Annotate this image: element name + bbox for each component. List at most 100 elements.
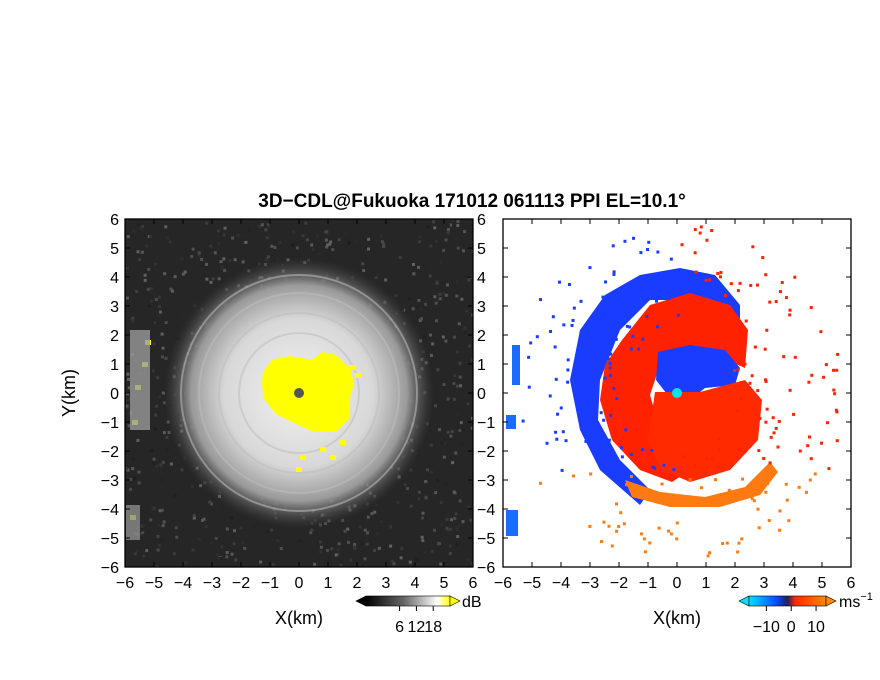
noise-pixel xyxy=(467,341,471,345)
noise-pixel xyxy=(366,247,370,251)
noise-pixel xyxy=(273,246,277,250)
noise-pixel xyxy=(347,241,351,245)
noise-pixel xyxy=(149,287,153,291)
velocity-speckle xyxy=(545,441,549,445)
y-tick-label-right: 1 xyxy=(477,357,486,374)
velocity-speckle xyxy=(793,355,797,359)
velocity-speckle xyxy=(738,324,742,328)
noise-pixel xyxy=(331,248,335,252)
noise-pixel xyxy=(147,268,151,272)
velocity-speckle xyxy=(693,464,697,468)
velocity-speckle xyxy=(698,231,702,235)
noise-pixel xyxy=(210,502,214,506)
noise-pixel xyxy=(193,304,197,308)
noise-pixel xyxy=(170,289,174,293)
noise-pixel xyxy=(155,464,159,468)
noise-pixel xyxy=(389,525,393,529)
velocity-speckle xyxy=(677,469,681,473)
velocity-speckle xyxy=(680,243,684,247)
velocity-speckle xyxy=(611,457,615,461)
noise-pixel xyxy=(336,547,340,551)
velocity-speckle xyxy=(721,542,725,546)
velocity-speckle xyxy=(648,541,652,545)
noise-pixel xyxy=(174,281,178,285)
noise-pixel xyxy=(194,300,198,304)
velocity-speckle xyxy=(669,532,673,536)
noise-pixel xyxy=(441,335,445,339)
noise-pixel xyxy=(418,235,422,239)
noise-pixel xyxy=(470,562,473,566)
noise-pixel xyxy=(416,265,420,269)
velocity-speckle xyxy=(782,355,786,359)
velocity-speckle xyxy=(725,541,729,545)
noise-pixel xyxy=(403,483,407,487)
x-tick-label: 3 xyxy=(760,575,769,592)
velocity-speckle xyxy=(684,331,688,335)
velocity-speckle xyxy=(669,257,673,261)
saturated-speckle xyxy=(350,365,356,370)
noise-pixel xyxy=(291,230,295,234)
velocity-speckle xyxy=(704,278,708,282)
saturated-speckle xyxy=(296,467,302,472)
velocity-speckle xyxy=(593,359,597,363)
echo-ring xyxy=(218,312,380,474)
x-tick-label: −3 xyxy=(581,575,599,592)
left-axis-ticks: −6 −5 −4 −3 −2 −1 0 1 2 3 4 5 6−6 −6−5 −5−4 −4−3 −3−2 −2−… xyxy=(101,212,496,592)
noise-pixel xyxy=(343,529,347,533)
velocity-speckle xyxy=(756,283,760,287)
noise-pixel xyxy=(139,251,143,255)
noise-pixel xyxy=(471,416,473,420)
velocity-speckle xyxy=(727,332,731,336)
y-tick-label: 2 xyxy=(110,328,119,345)
y-tick-label-right: 5 xyxy=(477,241,486,258)
noise-pixel xyxy=(420,307,424,311)
noise-pixel xyxy=(145,549,149,553)
noise-pixel xyxy=(175,316,179,320)
velocity-speckle xyxy=(736,550,740,554)
velocity-speckle xyxy=(787,519,791,523)
velocity-speckle xyxy=(740,537,744,541)
velocity-edge-patch xyxy=(512,345,520,385)
noise-pixel xyxy=(461,520,465,524)
noise-pixel xyxy=(164,356,168,360)
noise-pixel xyxy=(452,490,456,494)
noise-pixel xyxy=(444,482,448,486)
velocity-speckle xyxy=(835,368,839,372)
velocity-speckle xyxy=(713,478,717,482)
noise-pixel xyxy=(440,441,444,445)
velocity-speckle xyxy=(736,409,740,413)
echo-ring xyxy=(180,274,418,512)
y-tick-label: −1 xyxy=(101,415,119,432)
y-tick-label-right: 3 xyxy=(477,299,486,316)
left-colorbar-unit: dB xyxy=(462,594,482,611)
velocity-speckle xyxy=(554,377,558,381)
velocity-speckle xyxy=(737,447,741,451)
velocity-speckle xyxy=(724,294,728,298)
noise-pixel xyxy=(429,443,433,447)
x-tick-label: −4 xyxy=(552,575,570,592)
velocity-speckle xyxy=(562,323,566,327)
colorbar-tick-label: −10 xyxy=(753,619,780,636)
noise-pixel xyxy=(265,258,269,262)
noise-pixel xyxy=(429,470,433,474)
noise-pixel xyxy=(382,244,386,248)
velocity-speckle xyxy=(743,342,747,346)
noise-pixel xyxy=(142,554,146,558)
noise-pixel xyxy=(374,276,378,280)
noise-pixel xyxy=(230,552,234,556)
velocity-speckle xyxy=(615,397,619,401)
velocity-speckle xyxy=(765,328,769,332)
noise-pixel xyxy=(133,552,137,556)
left-xlabel: X(km) xyxy=(275,608,323,628)
velocity-speckle xyxy=(642,537,646,541)
velocity-speckle xyxy=(625,324,629,328)
noise-pixel xyxy=(129,477,133,481)
velocity-speckle xyxy=(588,266,592,270)
noise-pixel xyxy=(156,376,160,380)
x-tick-label: 2 xyxy=(731,575,740,592)
noise-pixel xyxy=(428,333,432,337)
velocity-speckle xyxy=(539,298,543,302)
noise-pixel xyxy=(433,404,437,408)
noise-pixel xyxy=(197,537,201,541)
velocity-speckle xyxy=(566,380,570,384)
